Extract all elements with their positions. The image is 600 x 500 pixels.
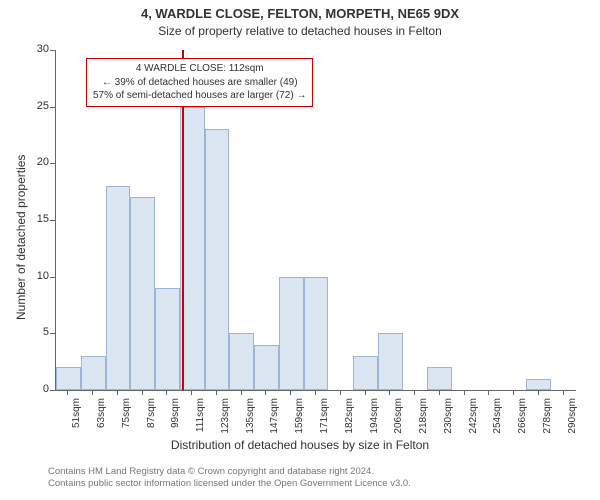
bar	[56, 367, 81, 390]
xtick-label: 123sqm	[220, 398, 231, 442]
xtick-label: 99sqm	[170, 398, 181, 442]
xtick-mark	[166, 390, 167, 395]
xtick-label: 51sqm	[71, 398, 82, 442]
xtick-mark	[439, 390, 440, 395]
xtick-mark	[216, 390, 217, 395]
xtick-label: 230sqm	[443, 398, 454, 442]
ytick-mark	[50, 50, 55, 51]
ytick-mark	[50, 163, 55, 164]
xtick-mark	[142, 390, 143, 395]
bar	[155, 288, 180, 390]
info-line3: 57% of semi-detached houses are larger (…	[93, 89, 306, 103]
ytick-label: 10	[27, 270, 49, 282]
info-line1: 4 WARDLE CLOSE: 112sqm	[93, 62, 306, 76]
xtick-mark	[191, 390, 192, 395]
xtick-mark	[464, 390, 465, 395]
xtick-label: 242sqm	[468, 398, 479, 442]
xtick-mark	[389, 390, 390, 395]
xtick-label: 290sqm	[567, 398, 578, 442]
ytick-mark	[50, 277, 55, 278]
ytick-mark	[50, 333, 55, 334]
xtick-mark	[538, 390, 539, 395]
xtick-label: 111sqm	[195, 398, 206, 442]
info-box: 4 WARDLE CLOSE: 112sqm ← 39% of detached…	[86, 58, 313, 107]
y-axis-label: Number of detached properties	[14, 155, 28, 320]
xtick-label: 87sqm	[146, 398, 157, 442]
xtick-mark	[117, 390, 118, 395]
ytick-label: 5	[27, 326, 49, 338]
ytick-label: 0	[27, 383, 49, 395]
bar	[353, 356, 378, 390]
xtick-mark	[414, 390, 415, 395]
bar	[81, 356, 106, 390]
xtick-mark	[488, 390, 489, 395]
xtick-label: 194sqm	[369, 398, 380, 442]
xtick-label: 182sqm	[344, 398, 355, 442]
xtick-label: 135sqm	[245, 398, 256, 442]
bar	[378, 333, 403, 390]
xtick-label: 278sqm	[542, 398, 553, 442]
ytick-label: 15	[27, 213, 49, 225]
ytick-label: 25	[27, 100, 49, 112]
xtick-mark	[365, 390, 366, 395]
bar	[130, 197, 155, 390]
ytick-mark	[50, 220, 55, 221]
xtick-label: 75sqm	[121, 398, 132, 442]
chart-title-line2: Size of property relative to detached ho…	[0, 24, 600, 38]
ytick-label: 20	[27, 156, 49, 168]
xtick-label: 218sqm	[418, 398, 429, 442]
xtick-mark	[241, 390, 242, 395]
xtick-mark	[563, 390, 564, 395]
chart-title-line1: 4, WARDLE CLOSE, FELTON, MORPETH, NE65 9…	[0, 6, 600, 21]
ytick-mark	[50, 390, 55, 391]
bar	[205, 129, 230, 390]
xtick-label: 147sqm	[269, 398, 280, 442]
xtick-mark	[265, 390, 266, 395]
bar	[279, 277, 304, 390]
xtick-mark	[340, 390, 341, 395]
bar	[106, 186, 131, 390]
xtick-label: 159sqm	[294, 398, 305, 442]
bar	[229, 333, 254, 390]
bar	[427, 367, 452, 390]
xtick-mark	[67, 390, 68, 395]
bar	[304, 277, 329, 390]
ytick-label: 30	[27, 43, 49, 55]
xtick-mark	[92, 390, 93, 395]
xtick-label: 171sqm	[319, 398, 330, 442]
xtick-label: 266sqm	[517, 398, 528, 442]
xtick-label: 206sqm	[393, 398, 404, 442]
xtick-mark	[513, 390, 514, 395]
footer-line2: Contains public sector information licen…	[48, 478, 411, 490]
footer-line1: Contains HM Land Registry data © Crown c…	[48, 466, 411, 478]
xtick-label: 254sqm	[492, 398, 503, 442]
xtick-mark	[315, 390, 316, 395]
xtick-mark	[290, 390, 291, 395]
bar	[526, 379, 551, 390]
footer-text: Contains HM Land Registry data © Crown c…	[48, 466, 411, 491]
ytick-mark	[50, 107, 55, 108]
xtick-label: 63sqm	[96, 398, 107, 442]
info-line2: ← 39% of detached houses are smaller (49…	[93, 76, 306, 90]
bar	[254, 345, 279, 390]
